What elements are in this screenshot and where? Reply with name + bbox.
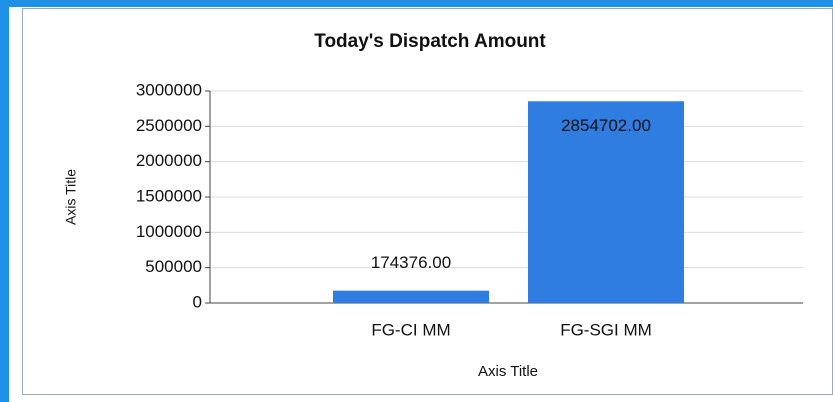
x-tick-label: FG-SGI MM (560, 320, 652, 339)
chart-title: Today's Dispatch Amount (314, 31, 546, 52)
y-axis-title: Axis Title (63, 169, 79, 225)
y-tick-label: 500000 (145, 257, 202, 276)
chart-panel (22, 8, 833, 395)
value-label: 174376.00 (371, 253, 451, 272)
bar (333, 290, 489, 303)
x-axis-title: Axis Title (478, 363, 538, 380)
x-tick-label: FG-CI MM (371, 320, 450, 339)
y-tick-label: 2000000 (136, 151, 202, 170)
top-strip (9, 0, 833, 7)
side-strip (0, 0, 9, 402)
y-tick-label: 1500000 (136, 186, 202, 205)
y-tick-label: 3000000 (136, 80, 202, 99)
y-tick-label: 0 (193, 292, 202, 311)
value-label: 2854702.00 (561, 116, 651, 135)
bar (528, 101, 684, 303)
y-tick-label: 1000000 (136, 222, 202, 241)
y-tick-label: 2500000 (136, 116, 202, 135)
